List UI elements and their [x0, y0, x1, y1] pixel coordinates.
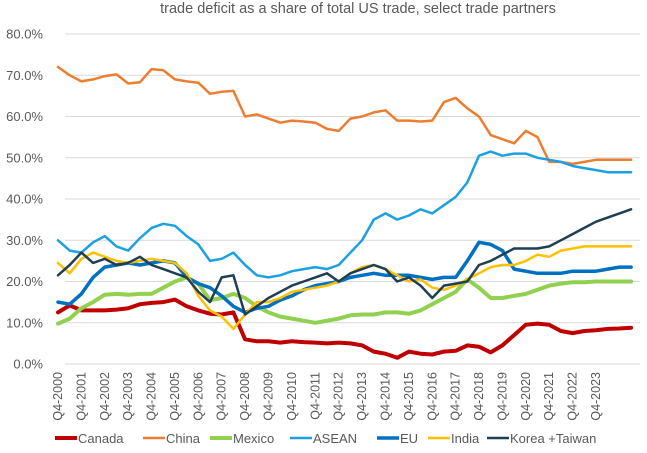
x-tick-label: Q4-2011 — [308, 372, 322, 420]
y-axis-ticks: 0.0% 10.0% 20.0% 30.0% 40.0% 50.0% 60.0% 70.0% 8… — [6, 27, 43, 372]
x-tick-label: Q4-2012 — [332, 372, 346, 421]
legend-item: Canada — [55, 431, 124, 446]
x-tick-label: Q4-2001 — [74, 372, 88, 421]
legend-item: China — [143, 431, 201, 446]
chart-title: trade deficit as a share of total US tra… — [160, 1, 556, 17]
x-tick-label: Q4-2004 — [145, 372, 159, 421]
x-tick-label: Q4-2016 — [425, 372, 439, 421]
legend-label: Canada — [78, 431, 124, 446]
gridlines — [65, 33, 640, 365]
legend-item: EU — [377, 431, 418, 446]
x-tick-label: Q4-2007 — [215, 372, 229, 421]
series-line-asean — [56, 150, 633, 279]
x-tick-label: Q4-2009 — [262, 372, 276, 421]
x-tick-label: Q4-2002 — [98, 372, 112, 421]
y-tick-label: 80.0% — [6, 27, 43, 42]
x-tick-label: Q4-2014 — [378, 372, 392, 421]
series-line-mexico — [56, 275, 634, 326]
x-tick-label: Q4-2006 — [191, 372, 205, 421]
series-line-eu — [56, 240, 633, 315]
y-tick-label: 70.0% — [6, 68, 43, 83]
x-axis-ticks: Q4-2000 Q4-2001 Q4-2002 Q4-2003 Q4-2004 Q4-20… — [51, 372, 603, 421]
y-tick-label: 50.0% — [6, 150, 43, 165]
x-tick-label: Q4-2021 — [542, 372, 556, 421]
x-tick-label: Q4-2008 — [238, 372, 252, 421]
y-tick-label: 20.0% — [6, 274, 43, 289]
legend-label: EU — [400, 431, 418, 446]
x-tick-label: Q4-2015 — [402, 372, 416, 421]
y-tick-label: 40.0% — [6, 192, 43, 207]
x-tick-label: Q4-2018 — [472, 372, 486, 421]
legend: Canada China Mexico ASEAN EU India Korea +Taiw… — [55, 431, 596, 446]
legend-item: ASEAN — [290, 431, 357, 446]
y-tick-label: 10.0% — [6, 315, 43, 330]
legend-label: Korea +Taiwan — [510, 431, 596, 446]
series-line-canada — [56, 297, 634, 360]
x-tick-label: Q4-2005 — [168, 372, 182, 421]
x-tick-label: Q4-2019 — [495, 372, 509, 421]
x-tick-label: Q4-2020 — [519, 372, 533, 421]
series-line-korea-taiwan — [56, 208, 633, 316]
legend-label: ASEAN — [313, 431, 357, 446]
y-tick-label: 60.0% — [6, 109, 43, 124]
legend-label: India — [451, 431, 480, 446]
x-tick-label: Q4-2022 — [566, 372, 580, 421]
y-tick-label: 30.0% — [6, 233, 43, 248]
legend-label: Mexico — [233, 431, 274, 446]
x-tick-label: Q4-2017 — [449, 372, 463, 421]
y-tick-label: 0.0% — [13, 357, 43, 372]
legend-item: India — [428, 431, 480, 446]
x-tick-label: Q4-2003 — [121, 372, 135, 421]
x-tick-label: Q4-2013 — [355, 372, 369, 421]
x-tick-label: Q4-2023 — [589, 372, 603, 421]
legend-item: Korea +Taiwan — [487, 431, 596, 446]
series-line-china — [56, 65, 633, 166]
x-tick-label: Q4-2010 — [285, 372, 299, 421]
legend-label: China — [166, 431, 201, 446]
series-lines — [56, 65, 634, 360]
legend-item: Mexico — [210, 431, 274, 446]
x-tick-label: Q4-2000 — [51, 372, 65, 421]
